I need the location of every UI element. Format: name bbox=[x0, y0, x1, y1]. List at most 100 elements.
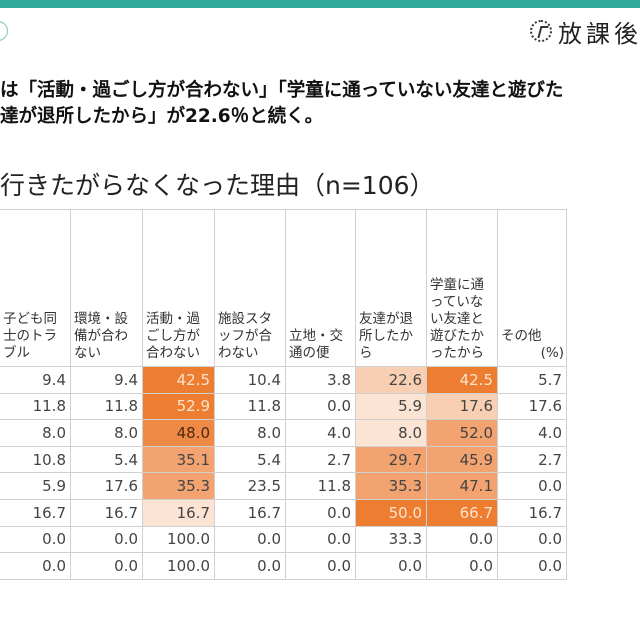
table-cell: 0.0 bbox=[285, 498, 356, 527]
table-cell: 9.4 bbox=[0, 366, 71, 394]
table-cell: 4.0 bbox=[497, 419, 567, 447]
table-cell: 0.0 bbox=[214, 525, 286, 554]
lead-line-2: 達が退所したから」が22.6％と続く。 bbox=[0, 106, 324, 127]
table-title: 行きたがらなくなった理由（n=106） bbox=[0, 171, 435, 200]
table-cell: 0.0 bbox=[497, 552, 567, 580]
table-row: 9.4 9.4 42.5 10.4 3.8 22.6 42.5 5.7 bbox=[0, 366, 567, 394]
table-cell: 3.8 bbox=[285, 366, 356, 394]
column-header-label: 環境・設備が合わない bbox=[74, 311, 128, 361]
table-cell: 42.5 bbox=[426, 366, 498, 394]
table-cell: 11.8 bbox=[285, 472, 356, 500]
table-cell: 2.7 bbox=[497, 445, 567, 474]
table-cell: 52.9 bbox=[142, 392, 215, 421]
table-cell: 5.4 bbox=[70, 445, 143, 474]
top-accent-bar bbox=[0, 0, 640, 8]
table-cell: 0.0 bbox=[70, 525, 143, 554]
table-cell: 29.7 bbox=[355, 445, 427, 474]
column-header: 子ども同士のトラブル bbox=[0, 209, 71, 367]
column-header: 活動・過ごし方が合わない bbox=[142, 209, 215, 367]
table-cell: 0.0 bbox=[285, 525, 356, 554]
table-cell: 52.0 bbox=[426, 419, 498, 447]
column-header: 環境・設備が合わない bbox=[70, 209, 143, 367]
table-cell: 16.7 bbox=[497, 498, 567, 527]
table-cell: 0.0 bbox=[70, 552, 143, 580]
table-cell: 16.7 bbox=[70, 498, 143, 527]
table-cell: 48.0 bbox=[142, 419, 215, 447]
table-cell: 0.0 bbox=[214, 552, 286, 580]
table-cell: 5.9 bbox=[355, 392, 427, 421]
table-cell: 8.0 bbox=[0, 419, 71, 447]
table-cell: 16.7 bbox=[142, 498, 215, 527]
logo: 放課後 bbox=[530, 18, 640, 48]
page-circle-marker bbox=[0, 21, 8, 41]
table-cell: 5.4 bbox=[214, 445, 286, 474]
table-cell: 10.4 bbox=[214, 366, 286, 394]
table-cell: 0.0 bbox=[355, 552, 427, 580]
column-header: 友達が退所したから bbox=[355, 209, 427, 367]
table-cell: 0.0 bbox=[285, 552, 356, 580]
table-cell: 0.0 bbox=[497, 525, 567, 554]
table-cell: 0.0 bbox=[426, 525, 498, 554]
table-cell: 0.0 bbox=[0, 552, 71, 580]
lead-line-1: は「活動・過ごし方が合わない」「学童に通っていない友達と遊びた bbox=[0, 80, 564, 101]
table-cell: 23.5 bbox=[214, 472, 286, 500]
table-cell: 100.0 bbox=[142, 525, 215, 554]
lead-text: は「活動・過ごし方が合わない」「学童に通っていない友達と遊びた 達が退所したから… bbox=[0, 78, 563, 130]
table-cell: 17.6 bbox=[426, 392, 498, 421]
column-header-label: 立地・交通の便 bbox=[289, 328, 343, 361]
unit-label: (%) bbox=[540, 345, 564, 361]
column-header-label: 活動・過ごし方が合わない bbox=[146, 311, 200, 361]
table-row: 0.0 0.0 100.0 0.0 0.0 33.3 0.0 0.0 bbox=[0, 525, 567, 554]
table-row: 10.8 5.4 35.1 5.4 2.7 29.7 45.9 2.7 bbox=[0, 445, 567, 474]
column-header: 施設スタッフが合わない bbox=[214, 209, 286, 367]
table-cell: 17.6 bbox=[70, 472, 143, 500]
table-cell: 2.7 bbox=[285, 445, 356, 474]
table-cell: 11.8 bbox=[0, 392, 71, 421]
table-cell: 16.7 bbox=[0, 498, 71, 527]
table-cell: 8.0 bbox=[70, 419, 143, 447]
table-cell: 35.1 bbox=[142, 445, 215, 474]
table-row: 11.8 11.8 52.9 11.8 0.0 5.9 17.6 17.6 bbox=[0, 392, 567, 421]
table-cell: 0.0 bbox=[0, 525, 71, 554]
table-cell: 11.8 bbox=[214, 392, 286, 421]
table-cell: 16.7 bbox=[214, 498, 286, 527]
table-row: 0.0 0.0 100.0 0.0 0.0 0.0 0.0 0.0 bbox=[0, 552, 567, 580]
table-cell: 10.8 bbox=[0, 445, 71, 474]
column-header-label: その他 bbox=[501, 328, 542, 344]
table-cell: 45.9 bbox=[426, 445, 498, 474]
table-cell: 0.0 bbox=[497, 472, 567, 500]
table-cell: 100.0 bbox=[142, 552, 215, 580]
table-cell: 11.8 bbox=[70, 392, 143, 421]
reasons-table: 子ども同士のトラブル 環境・設備が合わない 活動・過ごし方が合わない 施設スタッフが合… bbox=[0, 209, 567, 580]
table-cell: 42.5 bbox=[142, 366, 215, 394]
table-row: 8.0 8.0 48.0 8.0 4.0 8.0 52.0 4.0 bbox=[0, 419, 567, 447]
table-cell: 35.3 bbox=[142, 472, 215, 500]
table-cell: 0.0 bbox=[285, 392, 356, 421]
table-cell: 9.4 bbox=[70, 366, 143, 394]
table-cell: 0.0 bbox=[426, 552, 498, 580]
column-header: 立地・交通の便 bbox=[285, 209, 356, 367]
column-header: 学童に通っていない友達と遊びたかったから bbox=[426, 209, 498, 367]
table-row: 5.9 17.6 35.3 23.5 11.8 35.3 47.1 0.0 bbox=[0, 472, 567, 500]
column-header-label: 施設スタッフが合わない bbox=[218, 311, 272, 361]
table-cell: 50.0 bbox=[355, 498, 427, 527]
table-cell: 8.0 bbox=[355, 419, 427, 447]
column-header-label: 学童に通っていない友達と遊びたかったから bbox=[430, 277, 484, 361]
column-header-label: 子ども同士のトラブル bbox=[3, 311, 57, 361]
table-row: 16.7 16.7 16.7 16.7 0.0 50.0 66.7 16.7 bbox=[0, 498, 567, 527]
table-cell: 5.7 bbox=[497, 366, 567, 394]
table-cell: 47.1 bbox=[426, 472, 498, 500]
table-cell: 35.3 bbox=[355, 472, 427, 500]
table-cell: 22.6 bbox=[355, 366, 427, 394]
column-header-label: 友達が退所したから bbox=[359, 311, 413, 361]
table-cell: 66.7 bbox=[426, 498, 498, 527]
header-row: 子ども同士のトラブル 環境・設備が合わない 活動・過ごし方が合わない 施設スタッフが合… bbox=[0, 209, 567, 367]
logo-icon bbox=[530, 20, 552, 42]
table-cell: 4.0 bbox=[285, 419, 356, 447]
table-cell: 17.6 bbox=[497, 392, 567, 421]
logo-text: 放課後 bbox=[558, 19, 640, 48]
table-cell: 8.0 bbox=[214, 419, 286, 447]
table-cell: 5.9 bbox=[0, 472, 71, 500]
table-cell: 33.3 bbox=[355, 525, 427, 554]
column-header: その他 (%) bbox=[497, 209, 567, 367]
